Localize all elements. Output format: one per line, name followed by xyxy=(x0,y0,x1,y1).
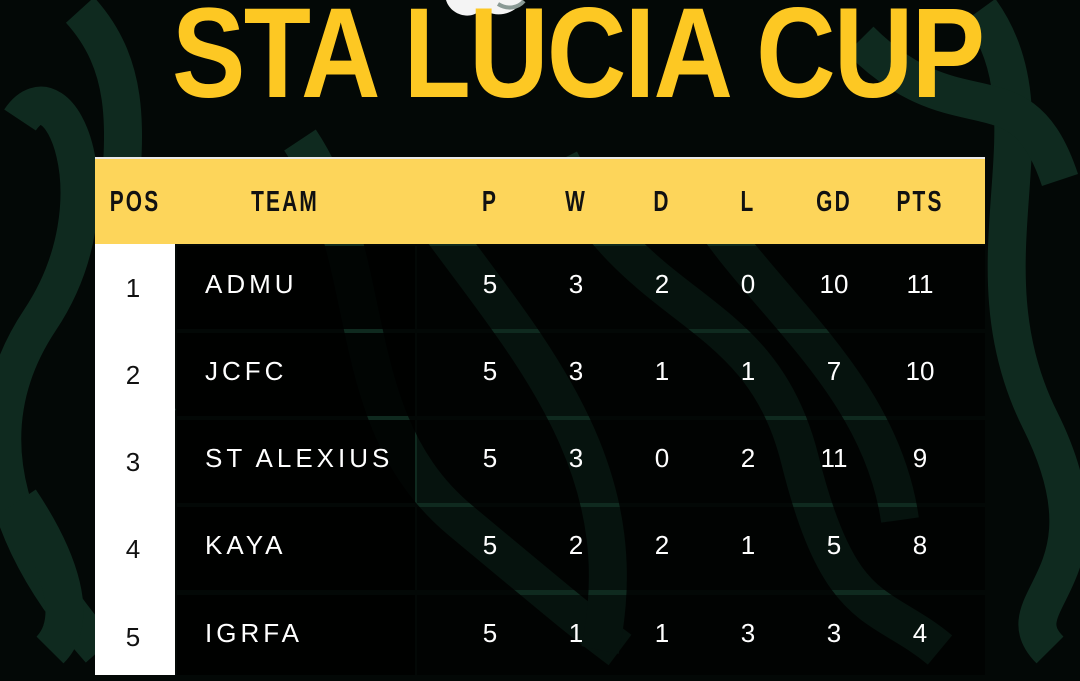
stat-pts: 4 xyxy=(912,618,928,648)
position: 3 xyxy=(125,447,141,477)
page-title: STA LUCIA CUP xyxy=(172,0,985,118)
title-text: STA LUCIA CUP xyxy=(172,0,985,125)
position-column xyxy=(95,244,175,675)
position: 2 xyxy=(125,360,141,390)
stat-p: 5 xyxy=(482,443,498,473)
table-row: 3 ST ALEXIUS 5 3 0 2 11 9 xyxy=(95,418,985,505)
stat-d: 2 xyxy=(654,269,670,299)
table-row: 2 JCFC 5 3 1 1 7 10 xyxy=(95,331,985,418)
position: 1 xyxy=(125,273,141,303)
stat-pts: 11 xyxy=(906,269,934,299)
stat-gd: 11 xyxy=(820,443,848,473)
stat-d: 1 xyxy=(654,356,670,386)
team-cell xyxy=(177,333,415,416)
stats-cell xyxy=(417,507,985,590)
stat-w: 3 xyxy=(568,356,584,386)
header-d: D xyxy=(653,186,671,218)
stats-cell xyxy=(417,246,985,329)
stat-l: 0 xyxy=(740,269,756,299)
stat-pts: 9 xyxy=(912,443,928,473)
stat-pts: 8 xyxy=(912,530,928,560)
team-name: KAYA xyxy=(205,530,287,560)
header-p: P xyxy=(481,186,499,218)
stat-gd: 10 xyxy=(819,269,849,299)
stat-l: 2 xyxy=(740,443,756,473)
stat-w: 2 xyxy=(568,530,584,560)
stats-cell xyxy=(417,420,985,503)
table-row: 1 ADMU 5 3 2 0 10 11 xyxy=(95,244,985,331)
stat-p: 5 xyxy=(482,530,498,560)
stat-gd: 5 xyxy=(826,530,842,560)
team-name: ADMU xyxy=(205,269,298,299)
header-w: W xyxy=(565,186,587,218)
stat-w: 3 xyxy=(568,269,584,299)
stat-gd: 3 xyxy=(826,618,842,648)
stat-l: 1 xyxy=(740,356,756,386)
team-name: JCFC xyxy=(205,356,288,386)
stat-l: 3 xyxy=(740,618,756,648)
stat-p: 5 xyxy=(482,269,498,299)
stat-p: 5 xyxy=(482,618,498,648)
stat-d: 0 xyxy=(654,443,670,473)
table-row: 5 IGRFA 5 1 1 3 3 4 xyxy=(95,593,985,675)
team-name: IGRFA xyxy=(205,618,304,648)
stat-d: 1 xyxy=(654,618,670,648)
header-l: L xyxy=(740,186,756,218)
stat-gd: 7 xyxy=(826,356,842,386)
standings-table: POS TEAM P W D L GD PTS 1 ADMU 5 3 2 0 10 11 2 JC… xyxy=(95,157,985,675)
stat-w: 1 xyxy=(568,618,584,648)
header-pos: POS xyxy=(109,186,161,218)
stat-p: 5 xyxy=(482,356,498,386)
team-cell xyxy=(177,595,415,675)
stats-cell xyxy=(417,333,985,416)
table-row: 4 KAYA 5 2 2 1 5 8 xyxy=(95,505,985,592)
stat-d: 2 xyxy=(654,530,670,560)
team-cell xyxy=(177,507,415,590)
trophy-icon xyxy=(446,0,526,22)
header-team: TEAM xyxy=(251,186,319,218)
position: 4 xyxy=(125,534,141,564)
team-name: ST ALEXIUS xyxy=(205,443,394,473)
team-cell xyxy=(177,246,415,329)
stat-pts: 10 xyxy=(905,356,935,386)
header-gd: GD xyxy=(816,186,852,218)
stat-l: 1 xyxy=(740,530,756,560)
stats-cell xyxy=(417,595,985,675)
team-cell xyxy=(177,420,415,503)
position: 5 xyxy=(125,622,141,652)
header-pts: PTS xyxy=(896,186,944,218)
table-header: POS TEAM P W D L GD PTS xyxy=(95,157,985,244)
stat-w: 3 xyxy=(568,443,584,473)
